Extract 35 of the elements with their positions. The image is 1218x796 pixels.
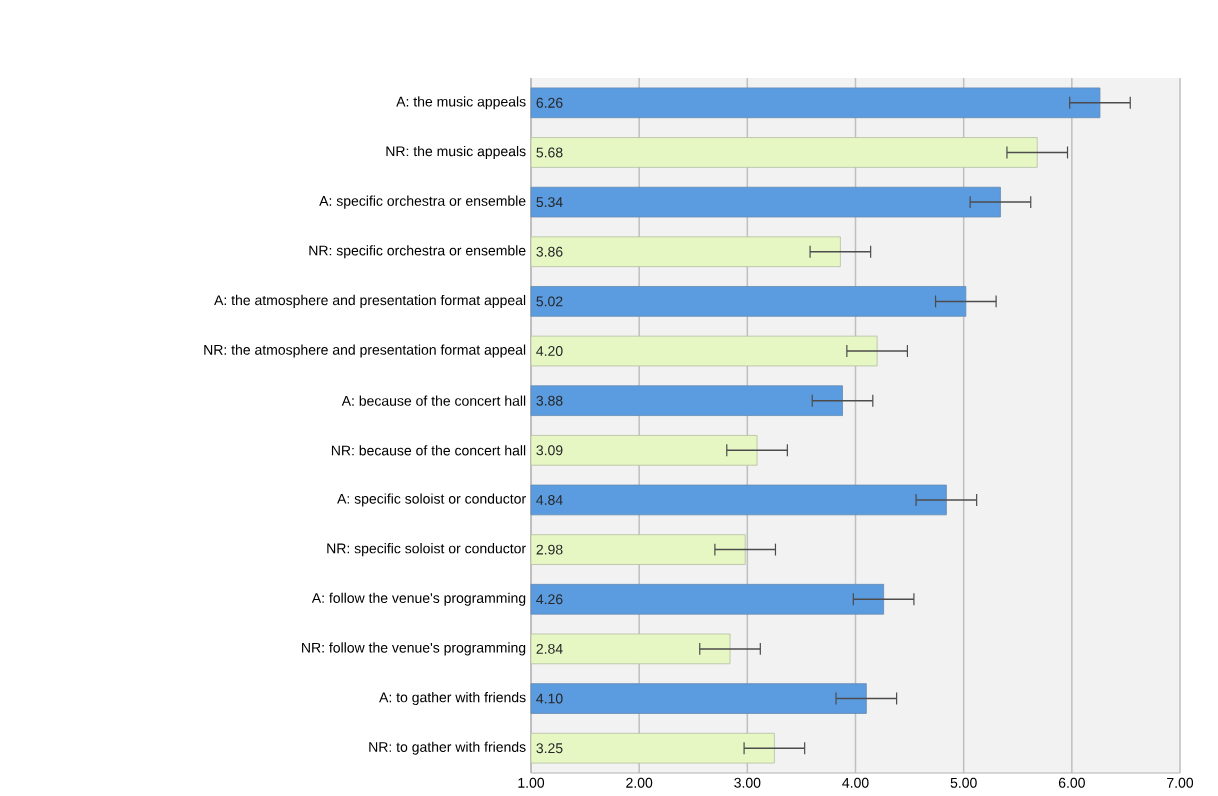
y-tick-label: NR: follow the venue's programming <box>302 642 526 656</box>
data-label: 2.98 <box>536 544 563 555</box>
x-tick-label: 6.00 <box>1058 777 1085 788</box>
y-tick-label: A: the atmosphere and presentation format appeal <box>214 294 526 308</box>
data-label: 4.84 <box>536 495 563 505</box>
data-label: 5.02 <box>536 296 563 307</box>
data-label: 5.68 <box>536 147 563 158</box>
data-label: 3.86 <box>536 246 563 257</box>
data-label: 3.09 <box>536 445 563 456</box>
x-tick-label: 7.00 <box>1167 777 1194 788</box>
y-tick-label: NR: specific orchestra or ensemble <box>309 245 526 259</box>
y-tick-label: A: to gather with friends <box>379 692 526 706</box>
data-label: 4.20 <box>536 346 563 356</box>
y-tick-label: NR: the atmosphere and presentation format appeal <box>204 344 526 358</box>
y-tick-label: NR: to gather with friends <box>369 741 526 755</box>
x-tick-label: 4.00 <box>842 777 869 788</box>
y-tick-label: A: specific soloist or conductor <box>337 493 526 507</box>
data-label: 4.10 <box>536 693 563 704</box>
x-tick-label: 1.00 <box>518 777 545 788</box>
x-tick-label: 2.00 <box>626 777 653 788</box>
y-tick-label: A: follow the venue's programming <box>311 592 526 606</box>
data-label: 5.34 <box>536 197 563 208</box>
data-label: 3.88 <box>536 395 563 406</box>
y-tick-label: NR: because of the concert hall <box>331 445 526 456</box>
data-label: 6.26 <box>536 97 563 108</box>
data-label: 4.26 <box>536 594 563 605</box>
data-label: 2.84 <box>536 643 563 654</box>
y-tick-label: NR: specific soloist or conductor <box>327 543 526 557</box>
y-tick-label: A: specific orchestra or ensemble <box>319 195 526 209</box>
x-tick-label: 5.00 <box>950 777 977 788</box>
y-tick-label: NR: the music appeals <box>386 145 526 159</box>
data-label: 3.25 <box>536 743 563 754</box>
y-tick-label: A: because of the concert hall <box>341 395 526 406</box>
y-tick-label: A: the music appeals <box>396 96 526 110</box>
x-tick-label: 3.00 <box>734 777 761 788</box>
